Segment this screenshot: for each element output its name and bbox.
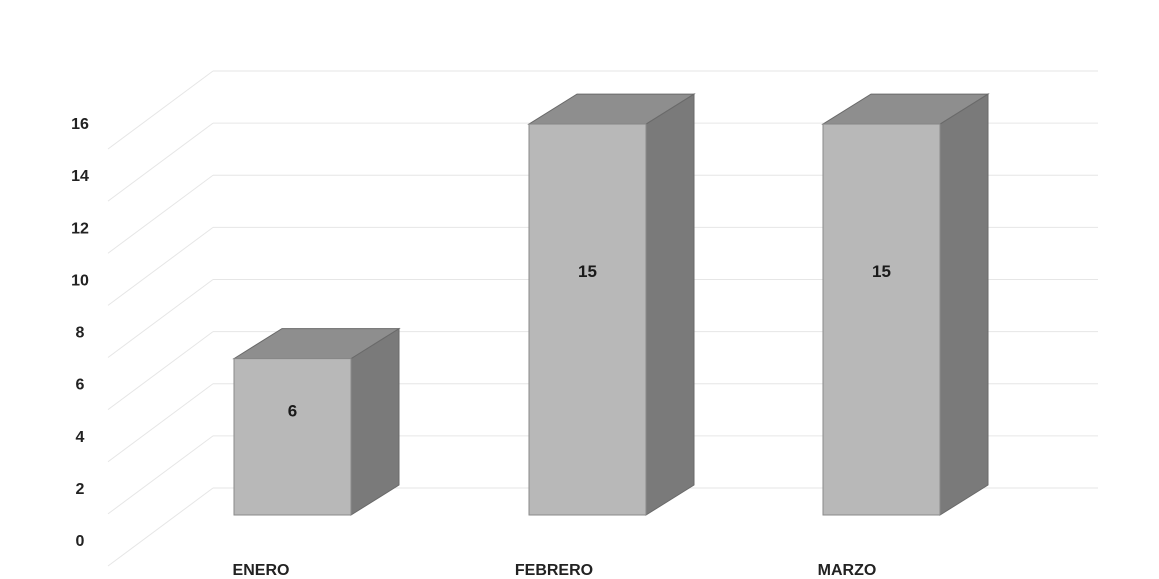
gridline-side (108, 488, 213, 566)
gridline-side (108, 280, 213, 358)
gridline-side (108, 384, 213, 462)
bar-side-face (940, 94, 988, 515)
x-axis-categories: ENERO FEBRERO MARZO (233, 562, 877, 579)
data-label: 6 (288, 402, 297, 421)
y-tick-label: 16 (71, 116, 89, 133)
y-tick-label: 0 (76, 533, 85, 550)
bar-febrero: 15 (529, 94, 694, 515)
bar-side-face (646, 94, 694, 515)
x-category-label: ENERO (233, 562, 290, 579)
bars: 6 15 15 (234, 94, 988, 515)
data-label: 15 (578, 262, 597, 281)
bar-front-face (234, 359, 351, 515)
gridline-side (108, 436, 213, 514)
bar-marzo: 15 (823, 94, 988, 515)
bar-front-face (823, 124, 940, 515)
y-tick-label: 6 (76, 377, 85, 394)
bar-enero: 6 (234, 329, 399, 515)
gridline-side (108, 71, 213, 149)
gridline-side (108, 175, 213, 253)
x-category-label: MARZO (818, 562, 877, 579)
bar-front-face (529, 124, 646, 515)
bar-side-face (351, 329, 399, 515)
y-tick-label: 2 (76, 481, 85, 498)
x-category-label: FEBRERO (515, 562, 593, 579)
y-axis-ticks: 0 2 4 6 8 10 12 14 16 (71, 116, 89, 550)
y-tick-label: 14 (71, 168, 89, 185)
y-tick-label: 10 (71, 272, 89, 289)
data-label: 15 (872, 262, 891, 281)
gridline-side (108, 332, 213, 410)
gridline-side (108, 227, 213, 305)
gridline-side (108, 123, 213, 201)
y-tick-label: 4 (76, 429, 85, 446)
y-tick-label: 12 (71, 220, 89, 237)
y-tick-label: 8 (76, 325, 85, 342)
